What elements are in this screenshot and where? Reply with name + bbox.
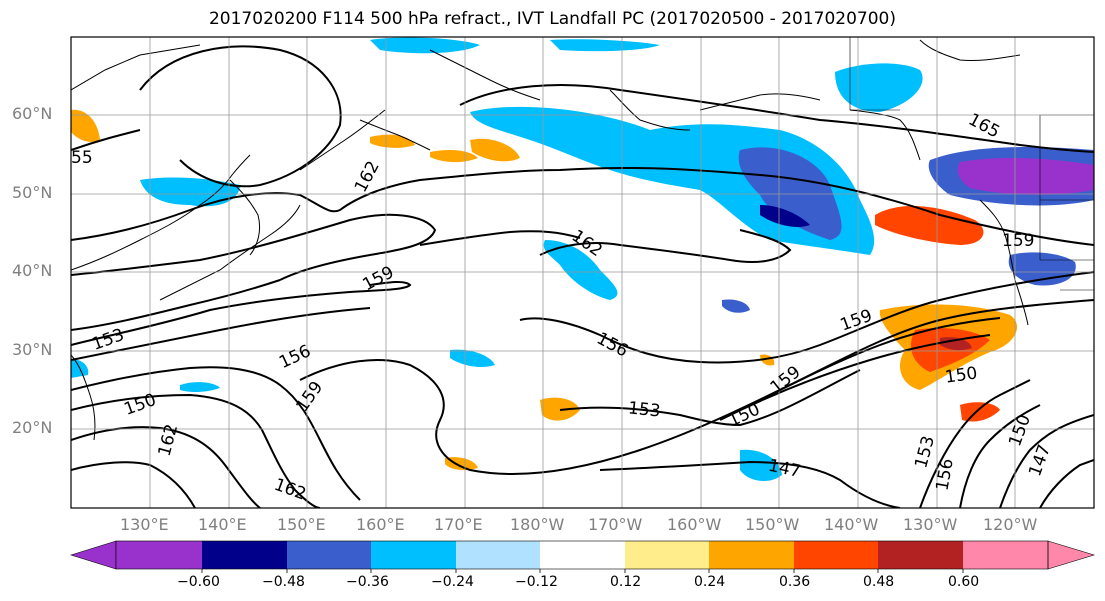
contour-label: 55 [71, 148, 93, 168]
lon-tick-label: 130°E [120, 515, 169, 534]
coastlines [71, 39, 1029, 441]
lon-tick-label: 150°E [277, 515, 326, 534]
lon-tick-label: 170°W [588, 515, 643, 534]
colorbar-tick-label: −0.36 [346, 574, 389, 590]
lat-tick-label: 40°N [12, 261, 53, 280]
lon-tick-label: 150°W [745, 515, 800, 534]
lat-tick-label: 30°N [12, 340, 53, 359]
map-title: 2017020200 F114 500 hPa refract., IVT La… [208, 9, 896, 29]
lon-tick-label: 120°W [983, 515, 1038, 534]
refractivity-contours [71, 45, 1094, 508]
lon-tick-label: 140°E [198, 515, 247, 534]
contour-label: 150 [944, 363, 979, 387]
plot-frame [70, 36, 1095, 509]
graticule [71, 37, 1094, 508]
plot-area: 165 55 162 159 162 153 156 150 159 162 1… [71, 37, 1094, 508]
lat-tick-label: 20°N [12, 418, 53, 437]
ivt-negative-patches [71, 37, 1094, 482]
colorbar-tick-label: −0.12 [515, 574, 558, 590]
contour-label: 159 [1002, 231, 1034, 251]
colorbar-tick-label: 0.48 [863, 574, 895, 590]
lon-tick-label: 130°W [903, 515, 958, 534]
colorbar-tick-label: −0.48 [262, 574, 305, 590]
lat-tick-label: 60°N [12, 104, 53, 123]
colorbar-tick-label: −0.24 [431, 574, 474, 590]
colorbar [69, 540, 1096, 573]
colorbar-tick-label: 0.24 [694, 574, 726, 590]
colorbar-tick-label: 0.60 [948, 574, 980, 590]
lon-tick-label: 160°W [667, 515, 722, 534]
contour-label: 153 [627, 398, 661, 421]
lon-tick-label: 180°W [510, 515, 565, 534]
colorbar-tick-label: 0.36 [779, 574, 811, 590]
lon-tick-label: 160°E [356, 515, 405, 534]
lon-tick-label: 170°E [434, 515, 483, 534]
colorbar-tick-label: 0.12 [610, 574, 642, 590]
lon-tick-label: 140°W [824, 515, 879, 534]
lat-tick-label: 50°N [12, 183, 53, 202]
colorbar-tick-label: −0.60 [177, 574, 220, 590]
